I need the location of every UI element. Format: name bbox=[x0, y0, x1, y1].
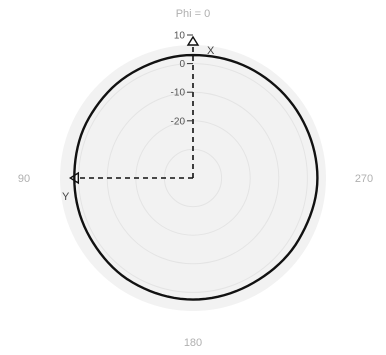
radial-tick-label: -20 bbox=[171, 116, 186, 127]
axes bbox=[68, 35, 200, 185]
radial-tick-label: 10 bbox=[174, 31, 186, 42]
direction-label-right: 270 bbox=[355, 173, 373, 185]
radial-ticks: 10 0 -10 -20 bbox=[171, 31, 193, 127]
direction-label-bottom: 180 bbox=[184, 337, 202, 349]
radiation-pattern-line bbox=[73, 53, 319, 301]
direction-label-top: Phi = 0 bbox=[176, 8, 211, 20]
radial-tick-label: -10 bbox=[171, 88, 186, 99]
x-axis-arrow-icon bbox=[186, 35, 200, 46]
direction-label-left: 90 bbox=[18, 173, 30, 185]
radial-tick-label: 0 bbox=[179, 59, 185, 70]
axis-letter-x: X bbox=[207, 45, 215, 57]
axis-letter-y: Y bbox=[62, 191, 70, 203]
